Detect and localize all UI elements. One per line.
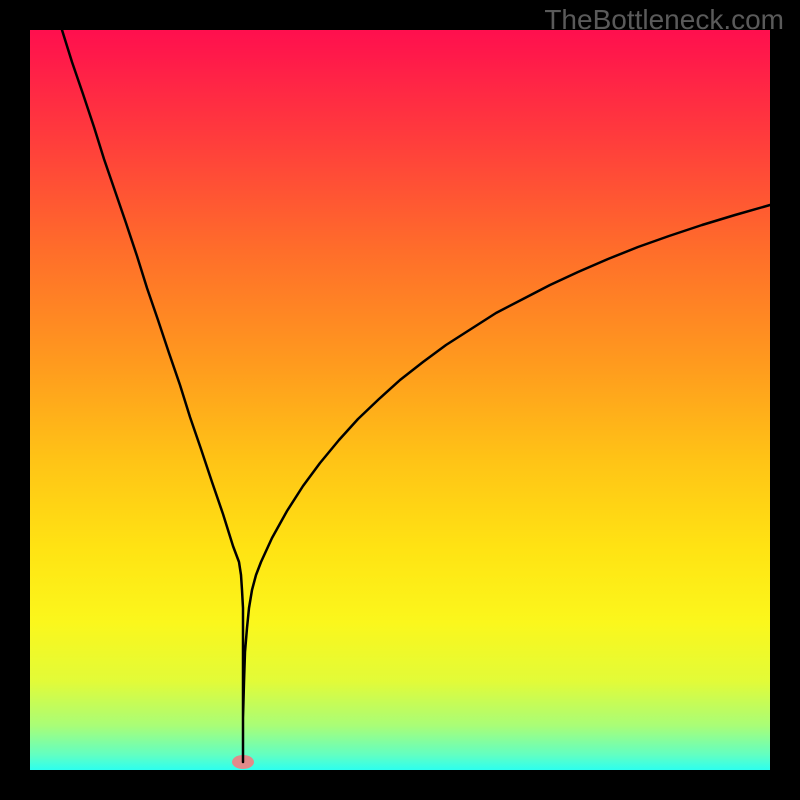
watermark-text: TheBottleneck.com (544, 4, 784, 36)
chart-frame (0, 0, 800, 800)
bottleneck-chart: TheBottleneck.com (0, 0, 800, 800)
